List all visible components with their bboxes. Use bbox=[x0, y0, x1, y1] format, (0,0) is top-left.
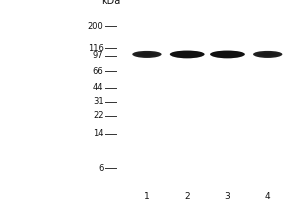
Ellipse shape bbox=[137, 52, 157, 57]
Ellipse shape bbox=[172, 51, 203, 58]
Ellipse shape bbox=[170, 51, 205, 58]
Ellipse shape bbox=[253, 51, 282, 58]
Ellipse shape bbox=[254, 51, 281, 57]
Text: 66: 66 bbox=[93, 67, 104, 76]
Text: 97: 97 bbox=[93, 51, 104, 60]
Ellipse shape bbox=[132, 51, 162, 58]
Ellipse shape bbox=[257, 52, 278, 57]
Ellipse shape bbox=[260, 53, 275, 56]
Ellipse shape bbox=[212, 51, 243, 58]
Ellipse shape bbox=[259, 52, 277, 56]
Ellipse shape bbox=[173, 51, 201, 57]
Ellipse shape bbox=[170, 51, 205, 58]
Ellipse shape bbox=[214, 51, 242, 57]
Text: 31: 31 bbox=[93, 97, 104, 106]
Ellipse shape bbox=[210, 51, 245, 58]
Ellipse shape bbox=[178, 53, 196, 56]
Text: 3: 3 bbox=[225, 192, 230, 200]
Ellipse shape bbox=[219, 53, 236, 56]
Ellipse shape bbox=[132, 51, 162, 58]
Text: 116: 116 bbox=[88, 44, 103, 53]
Text: 2: 2 bbox=[184, 192, 190, 200]
Text: 22: 22 bbox=[93, 111, 104, 120]
Ellipse shape bbox=[210, 51, 245, 58]
Ellipse shape bbox=[217, 52, 238, 56]
Text: 6: 6 bbox=[98, 164, 104, 173]
Ellipse shape bbox=[215, 52, 240, 57]
Text: 4: 4 bbox=[265, 192, 271, 200]
Ellipse shape bbox=[253, 51, 282, 58]
Ellipse shape bbox=[140, 53, 154, 56]
Ellipse shape bbox=[138, 52, 156, 56]
Text: kDa: kDa bbox=[101, 0, 121, 6]
Text: 1: 1 bbox=[144, 192, 150, 200]
Ellipse shape bbox=[175, 52, 200, 57]
Text: 44: 44 bbox=[93, 83, 104, 92]
Ellipse shape bbox=[256, 52, 279, 57]
Ellipse shape bbox=[177, 52, 198, 56]
Text: 14: 14 bbox=[93, 129, 104, 138]
Ellipse shape bbox=[135, 52, 159, 57]
Text: 200: 200 bbox=[88, 22, 103, 31]
Ellipse shape bbox=[134, 51, 160, 57]
